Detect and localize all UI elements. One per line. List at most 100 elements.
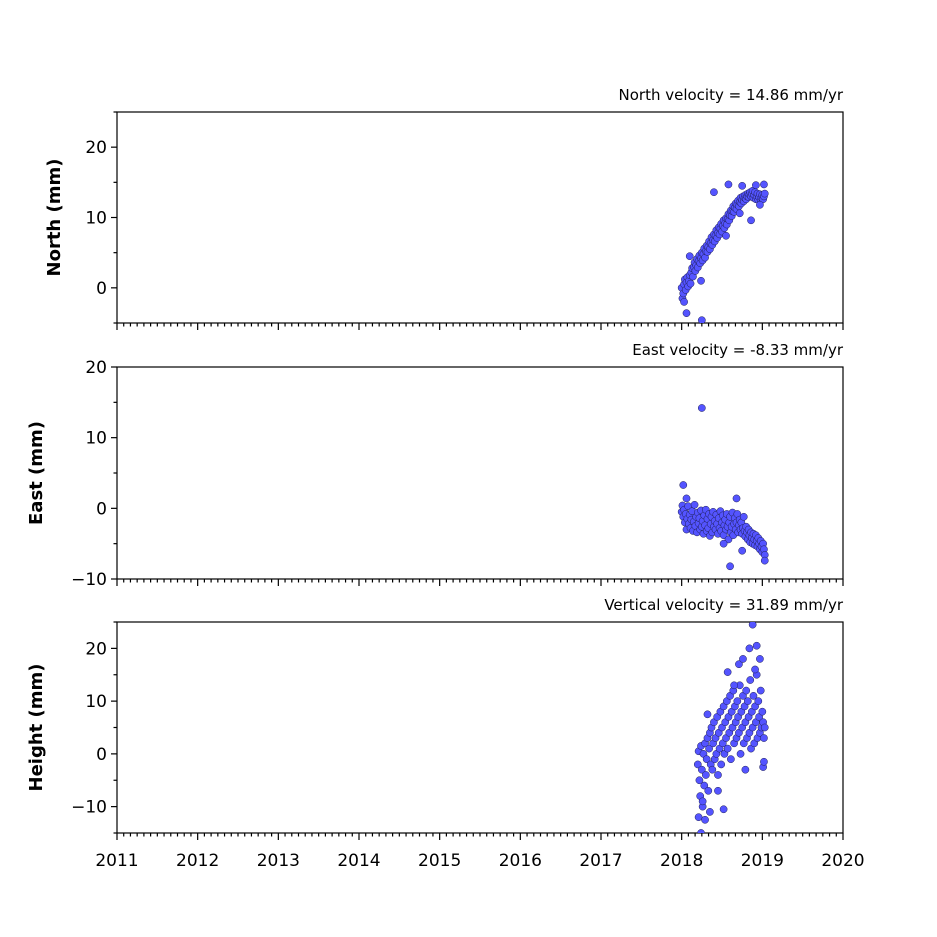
height-data-points (693, 622, 769, 833)
north-y-tick-label: 10 (85, 209, 107, 229)
north-panel: North velocity = 14.86 mm/yr North (mm) … (44, 86, 844, 330)
height-data-point (733, 697, 742, 705)
height-data-point (719, 805, 728, 814)
height-y-tick-label: −10 (71, 798, 107, 818)
x-tick-label: 2018 (660, 851, 703, 871)
north-data-point (756, 200, 764, 209)
height-data-point (714, 771, 722, 779)
east-y-tick-label: −10 (71, 570, 107, 590)
north-data-point (697, 316, 706, 323)
x-tick-label: 2011 (95, 851, 138, 871)
height-data-point (756, 686, 765, 695)
north-data-point (685, 252, 694, 261)
height-data-point (697, 829, 705, 833)
north-velocity-title: North velocity = 14.86 mm/yr (619, 86, 844, 104)
height-data-point (695, 776, 704, 785)
height-y-tick-label: 20 (85, 639, 107, 659)
x-tick-label: 2013 (257, 851, 300, 871)
east-data-point (724, 535, 733, 544)
height-axis-label: Height (mm) (26, 664, 47, 792)
height-data-point (701, 815, 709, 824)
height-data-point (700, 781, 709, 790)
height-data-point (697, 765, 706, 774)
north-data-point (680, 298, 688, 306)
height-data-point (760, 757, 768, 766)
north-data-point (686, 279, 695, 288)
north-data-point (747, 216, 755, 225)
east-velocity-title: East velocity = -8.33 mm/yr (632, 341, 844, 359)
height-data-point (741, 765, 750, 774)
north-data-point (738, 182, 747, 190)
east-data-point (679, 481, 688, 489)
height-data-point (754, 697, 763, 705)
height-data-point (752, 641, 761, 650)
height-data-point (702, 755, 711, 764)
height-data-point (702, 771, 710, 779)
east-plot-frame (116, 366, 844, 580)
north-data-point (724, 180, 733, 189)
height-data-point (751, 665, 759, 674)
height-data-point (758, 707, 767, 716)
height-y-tick-label: 10 (85, 692, 107, 712)
vertical-velocity-title: Vertical velocity = 31.89 mm/yr (604, 596, 844, 614)
height-data-point (749, 692, 758, 700)
east-y-tick-label: 10 (85, 429, 107, 449)
height-data-point (705, 744, 713, 753)
east-data-point (732, 494, 741, 503)
x-tick-label: 2012 (176, 851, 219, 871)
east-data-point (738, 546, 747, 555)
height-data-point (708, 765, 717, 774)
height-data-point (714, 786, 722, 795)
east-data-point (682, 494, 691, 503)
north-data-point (710, 188, 718, 197)
height-data-point (727, 755, 735, 764)
height-data-point (748, 622, 757, 629)
height-data-point (723, 668, 732, 676)
north-data-points (677, 180, 769, 323)
north-data-point (752, 181, 760, 189)
height-data-point (745, 644, 754, 653)
height-panel: Vertical velocity = 31.89 mm/yr Height (… (26, 596, 865, 871)
north-data-point (760, 180, 768, 189)
east-data-points (677, 404, 769, 571)
height-data-point (717, 760, 726, 769)
north-data-point (697, 276, 705, 285)
height-data-point (756, 655, 764, 663)
x-tick-label: 2014 (337, 851, 380, 871)
height-data-point (730, 681, 738, 690)
east-data-point (739, 512, 748, 521)
height-data-point (723, 744, 732, 753)
x-tick-label: 2019 (741, 851, 784, 871)
north-axis-label: North (mm) (44, 159, 65, 277)
east-panel: East velocity = -8.33 mm/yr East (mm) −1… (26, 341, 844, 590)
height-data-point (739, 655, 747, 663)
north-y-tick-label: 0 (96, 279, 107, 299)
east-data-point (697, 404, 706, 412)
north-data-point (722, 231, 730, 240)
x-tick-label: 2017 (579, 851, 622, 871)
x-tick-label: 2016 (499, 851, 542, 871)
north-data-point (682, 309, 691, 318)
height-data-point (760, 723, 769, 732)
east-axis-label: East (mm) (26, 421, 47, 525)
height-data-point (742, 686, 751, 695)
east-data-point (690, 500, 699, 509)
height-data-point (693, 760, 702, 769)
height-data-point (703, 710, 712, 719)
height-y-tick-label: 0 (96, 745, 107, 765)
height-data-point (736, 750, 745, 758)
north-data-point (760, 189, 769, 198)
north-y-tick-label: 20 (85, 138, 107, 158)
height-data-point (760, 734, 768, 742)
x-tick-label: 2015 (418, 851, 461, 871)
east-data-point (726, 562, 734, 571)
height-data-point (706, 808, 714, 816)
east-data-point (719, 539, 728, 548)
east-y-tick-label: 20 (85, 358, 107, 378)
height-data-point (704, 786, 713, 795)
x-tick-label: 2020 (821, 851, 864, 871)
height-data-point (735, 660, 743, 669)
north-data-point (735, 209, 744, 218)
height-data-point (743, 697, 752, 705)
